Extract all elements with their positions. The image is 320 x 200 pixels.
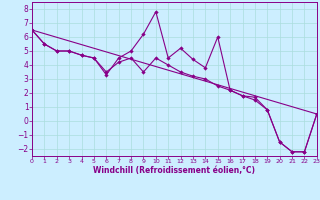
X-axis label: Windchill (Refroidissement éolien,°C): Windchill (Refroidissement éolien,°C) xyxy=(93,166,255,175)
